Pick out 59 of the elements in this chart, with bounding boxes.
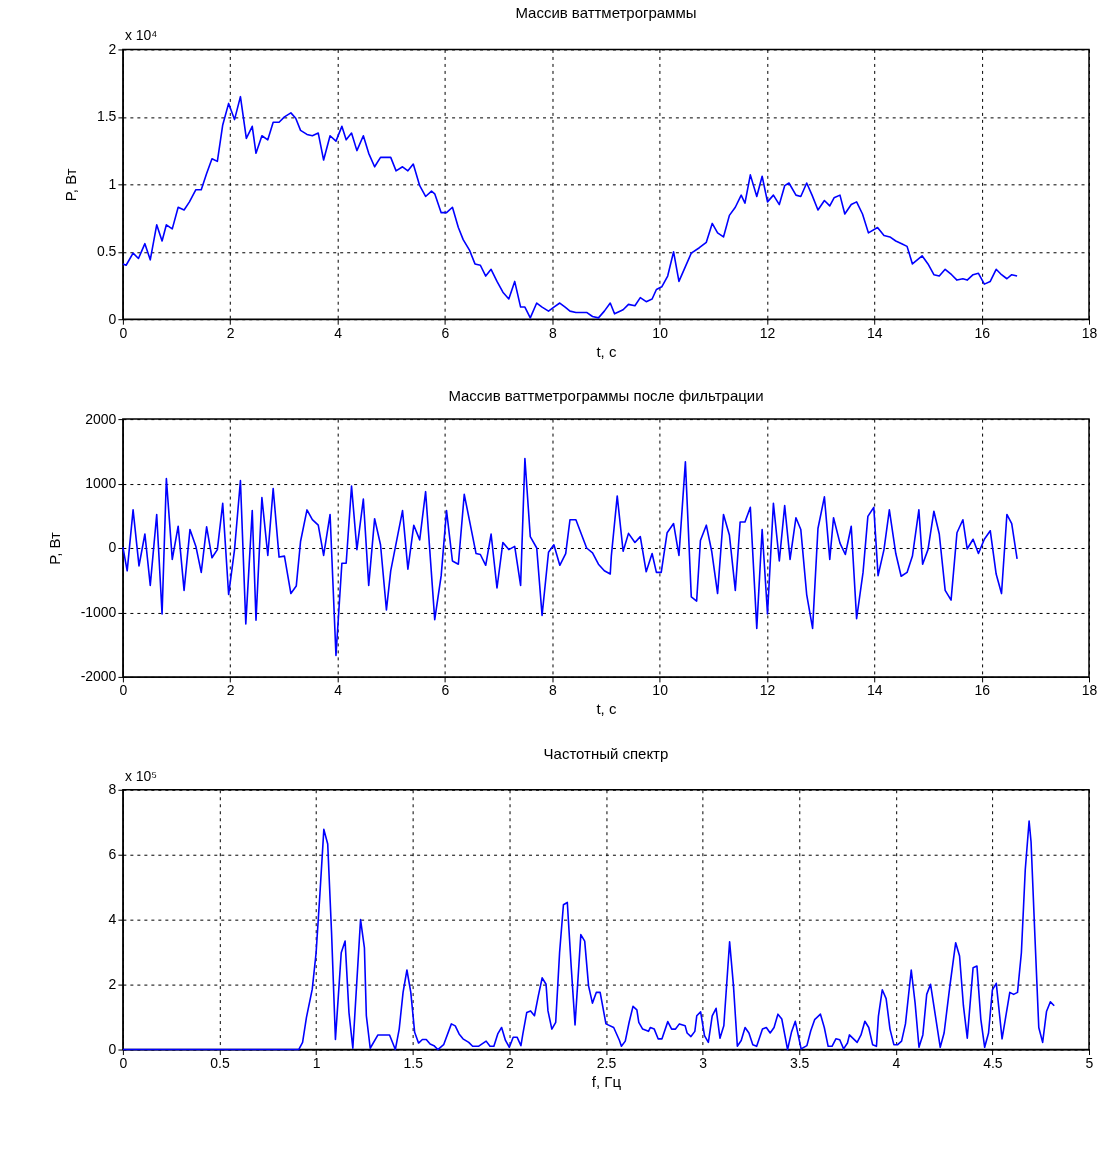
y-tick-label: 1000 <box>85 475 117 492</box>
x-tick-label: 5 <box>1085 1055 1094 1072</box>
y-tick-label: 2000 <box>85 410 117 427</box>
chart-title: Массив ваттметрограммы после фильтрации <box>448 387 764 405</box>
x-tick-label: 2 <box>505 1055 514 1072</box>
y-tick-label: 8 <box>108 781 117 798</box>
y-tick-label: 0 <box>108 1041 117 1058</box>
x-axis-title: t, с <box>596 342 617 360</box>
y-axis-title: P, Вт <box>45 532 63 565</box>
x-tick-label: 8 <box>548 682 557 699</box>
x-tick-label: 12 <box>759 682 776 699</box>
line-series <box>122 820 1056 1051</box>
text: x 10⁴ <box>124 27 158 44</box>
y-tick-label: 0 <box>108 539 117 556</box>
chart-title: Массив ваттметрограммы <box>515 4 697 22</box>
x-tick-label: 4.5 <box>983 1055 1003 1072</box>
x-tick-label: 2 <box>226 682 235 699</box>
x-tick-label: 6 <box>441 682 450 699</box>
line-series <box>122 457 1018 657</box>
x-tick-label: 0 <box>119 682 128 699</box>
x-tick-label: 10 <box>652 682 669 699</box>
x-tick-label: 14 <box>867 324 883 341</box>
x-tick-label: 10 <box>652 324 669 341</box>
y-tick-label: 0.5 <box>96 243 117 260</box>
y-tick-label: 1 <box>108 175 117 192</box>
y-tick-label: -2000 <box>80 668 117 685</box>
x-axis-title: f, Гц <box>591 1073 622 1091</box>
x-tick-label: 2.5 <box>596 1055 617 1072</box>
y-tick-label: 2 <box>108 976 117 993</box>
x-tick-label: 14 <box>867 682 883 699</box>
x-tick-label: 1.5 <box>403 1055 424 1072</box>
x-tick-label: 12 <box>759 324 776 341</box>
y-tick-label: -1000 <box>80 603 117 620</box>
x-tick-label: 0 <box>119 324 128 341</box>
x-tick-label: 16 <box>974 682 991 699</box>
x-tick-label: 18 <box>1081 682 1098 699</box>
x-tick-label: 8 <box>548 324 557 341</box>
x-tick-label: 16 <box>974 324 991 341</box>
x-tick-label: 3 <box>699 1055 708 1072</box>
x-tick-label: 0 <box>119 1055 128 1072</box>
y-tick-label: 0 <box>108 310 117 327</box>
y-tick-label: 2 <box>108 40 117 57</box>
x-tick-label: 1 <box>312 1055 321 1072</box>
x-tick-label: 0.5 <box>210 1055 230 1072</box>
x-tick-label: 3.5 <box>789 1055 810 1072</box>
x-tick-label: 4 <box>334 682 343 699</box>
y-tick-label: 4 <box>108 911 117 928</box>
x-tick-label: 6 <box>441 324 450 341</box>
x-tick-label: 4 <box>892 1055 901 1072</box>
x-tick-label: 18 <box>1081 324 1098 341</box>
y-axis-title: P, Вт <box>61 168 79 202</box>
line-series <box>122 95 1018 319</box>
y-tick-label: 6 <box>108 846 117 863</box>
chart-title: Частотный спектр <box>543 744 669 762</box>
x-tick-label: 2 <box>226 324 235 341</box>
x-axis-title: t, с <box>596 700 617 718</box>
y-tick-label: 1.5 <box>96 108 117 125</box>
x-tick-label: 4 <box>334 324 343 341</box>
text: x 10⁵ <box>124 767 158 784</box>
